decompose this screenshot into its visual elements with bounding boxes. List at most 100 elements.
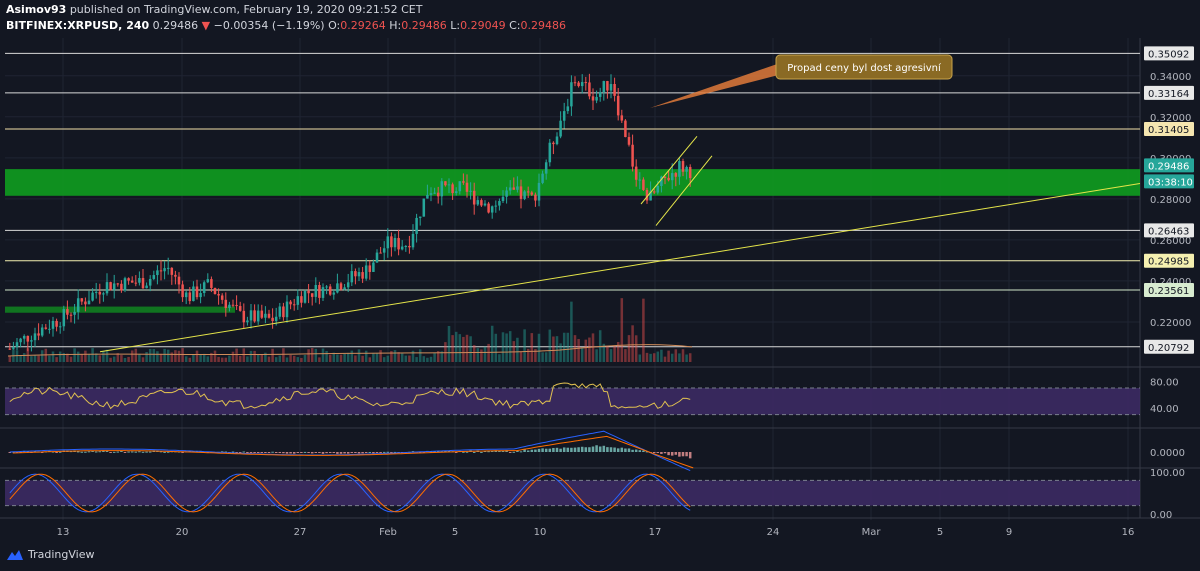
low-value: 0.29049 xyxy=(460,19,506,32)
candle-body xyxy=(487,203,490,213)
symbol-name[interactable]: BITFINEX:XRPUSD, 240 xyxy=(6,19,150,32)
candle-body xyxy=(202,282,206,293)
candle-body xyxy=(375,252,379,263)
candle-body xyxy=(462,181,465,183)
volume-bar xyxy=(112,356,116,362)
macd-histogram-bar xyxy=(332,452,336,453)
time-tick-label: 5 xyxy=(452,527,458,538)
volume-bar xyxy=(145,351,148,362)
candle-body xyxy=(512,187,516,190)
candle-body xyxy=(426,194,429,199)
stoch-tick-label: 0.00 xyxy=(1150,510,1172,521)
candle-body xyxy=(577,82,580,87)
macd-histogram-bar xyxy=(300,452,303,453)
price-label-text: 0.35092 xyxy=(1148,49,1189,60)
macd-histogram-bar xyxy=(303,451,307,453)
stoch-band xyxy=(5,480,1140,506)
volume-bar xyxy=(685,354,688,362)
candle-body xyxy=(397,237,400,250)
stoch-pane: 100.00 0.00 xyxy=(5,468,1185,521)
macd-histogram-bar xyxy=(278,452,282,453)
volume-bar xyxy=(66,353,69,362)
candle-body xyxy=(177,276,181,285)
volume-bar xyxy=(526,348,530,362)
signal-line xyxy=(12,435,694,469)
volume-bars xyxy=(8,298,692,362)
macd-histogram-bar xyxy=(40,452,44,453)
volume-bar xyxy=(634,335,638,362)
volume-bar xyxy=(152,349,156,362)
macd-histogram-bar xyxy=(267,452,271,453)
volume-bar xyxy=(591,333,595,362)
macd-histogram-bar xyxy=(127,451,130,453)
macd-histogram-bar xyxy=(91,450,94,452)
volume-bar xyxy=(462,336,465,362)
macd-histogram-bar xyxy=(94,451,98,453)
macd-histogram-bar xyxy=(433,451,436,453)
candle-body xyxy=(663,176,667,178)
volume-bar xyxy=(73,348,76,362)
macd-histogram-bar xyxy=(472,451,476,453)
price-label-text: 0.20792 xyxy=(1148,343,1189,354)
volume-bar xyxy=(91,348,94,362)
macd-histogram-bar xyxy=(314,452,318,453)
volume-bar xyxy=(242,348,246,362)
macd-histogram-bar xyxy=(591,446,595,452)
candle-body xyxy=(69,314,73,316)
volume-bar xyxy=(415,357,418,362)
macd-histogram-bar xyxy=(343,452,346,454)
macd-histogram-bar xyxy=(620,447,624,452)
price-label-bg xyxy=(1144,282,1194,297)
macd-histogram-bar xyxy=(264,452,267,453)
volume-bar xyxy=(656,351,660,362)
candle-body xyxy=(332,292,336,295)
price-label-bg xyxy=(1144,46,1194,61)
volume-bar xyxy=(267,356,271,362)
volume-bar xyxy=(570,301,573,362)
macd-histogram-bar xyxy=(159,451,163,453)
volume-bar xyxy=(487,343,490,362)
volume-bar xyxy=(19,355,22,362)
volume-bar xyxy=(382,357,386,362)
price-label-text: 0.31405 xyxy=(1148,125,1189,136)
stoch-k-line xyxy=(9,473,691,513)
candle-body xyxy=(307,290,310,294)
candle-body xyxy=(523,191,526,199)
candle-body xyxy=(282,306,285,318)
macd-histogram-bar xyxy=(411,451,415,453)
volume-bar xyxy=(451,335,454,362)
candle-body xyxy=(606,81,609,91)
candle-body xyxy=(530,192,534,195)
candle-body xyxy=(58,326,62,328)
volume-bar xyxy=(235,348,238,362)
tradingview-logo[interactable]: TradingView xyxy=(6,548,94,561)
candle-body xyxy=(465,182,469,192)
price-label-bg xyxy=(1144,253,1194,268)
macd-histogram-bar xyxy=(555,447,559,452)
publisher-name[interactable]: Asimov93 xyxy=(6,3,67,16)
volume-bar xyxy=(606,346,609,362)
macd-histogram-bar xyxy=(570,447,573,452)
macd-histogram-bar xyxy=(296,452,300,453)
macd-histogram-bar xyxy=(537,448,541,452)
candle-body xyxy=(501,196,505,202)
macd-histogram-bar xyxy=(130,451,134,453)
macd-histogram-bar xyxy=(584,447,588,452)
candle-body xyxy=(314,284,318,297)
candle-body xyxy=(454,191,458,194)
symbol-info: BITFINEX:XRPUSD, 240 0.29486 ▼ −0.00354 … xyxy=(6,19,566,32)
volume-bar xyxy=(408,355,411,362)
candle-body xyxy=(127,278,130,281)
candle-body xyxy=(48,328,51,330)
macd-histogram-bar xyxy=(573,447,577,452)
candle-body xyxy=(130,280,134,283)
candle-body xyxy=(656,185,660,193)
volume-bar xyxy=(357,349,361,362)
macd-histogram-bar xyxy=(84,451,87,453)
macd-histogram-bar xyxy=(339,452,343,454)
candle-body xyxy=(526,191,530,193)
candle-body xyxy=(400,246,404,250)
candle-body xyxy=(231,304,235,306)
volume-bar xyxy=(490,325,494,362)
